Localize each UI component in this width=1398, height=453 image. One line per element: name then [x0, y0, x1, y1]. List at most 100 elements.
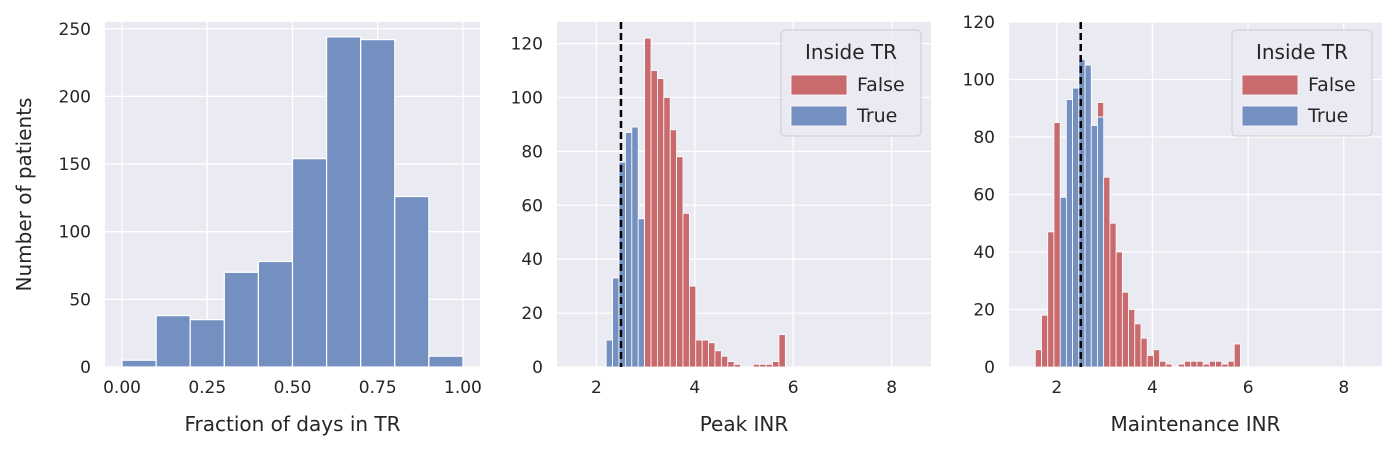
y-tick-label: 0: [984, 358, 995, 378]
bar-false: [1233, 343, 1241, 368]
bar: [223, 271, 260, 368]
bar-true: [612, 277, 620, 368]
bar-false: [1103, 176, 1111, 368]
bar-true: [1065, 99, 1074, 368]
bar: [155, 314, 191, 368]
x-tick-label: 0.50: [274, 378, 312, 398]
x-tick-label: 0.75: [359, 378, 397, 398]
bar-false: [676, 156, 684, 368]
bar-true: [1090, 125, 1098, 368]
bar-false: [772, 361, 780, 368]
bar-false: [1115, 251, 1123, 368]
bar-false: [727, 361, 735, 368]
y-tick-label: 40: [521, 250, 543, 270]
bar-false: [1215, 360, 1223, 368]
legend: Inside TR False True: [1231, 29, 1373, 137]
bar: [257, 260, 294, 368]
y-tick-label: 100: [59, 223, 91, 243]
bar-false: [1153, 349, 1161, 368]
bar-false: [1041, 314, 1049, 368]
y-tick-label: 150: [59, 155, 91, 175]
bar-true: [1059, 196, 1067, 368]
legend-label-true: True: [1307, 105, 1348, 127]
bar-false: [1053, 122, 1061, 368]
bar-false: [1165, 363, 1173, 368]
bar-false: [778, 334, 786, 368]
bar-true: [625, 132, 633, 368]
x-tick-label: 1.00: [444, 378, 482, 398]
y-tick-label: 100: [511, 88, 543, 108]
bar-false: [1227, 360, 1235, 368]
y-tick-label: 80: [973, 128, 995, 148]
bar-false: [1146, 355, 1154, 368]
x-tick-label: 8: [1338, 378, 1349, 398]
bar-false: [733, 363, 741, 368]
bar-true: [1084, 64, 1092, 368]
x-tick-label: 4: [689, 378, 700, 398]
bar-false: [682, 212, 690, 368]
bar-false: [663, 97, 671, 368]
y-axis-label: Number of patients: [12, 98, 36, 292]
bar-false: [656, 78, 665, 368]
x-axis-label: Fraction of days in TR: [184, 412, 400, 436]
x-axis-label: Maintenance INR: [1111, 412, 1281, 436]
bar-false: [1121, 291, 1129, 368]
y-tick-label: 20: [521, 304, 543, 324]
bar-false: [1202, 363, 1210, 368]
bar-false: [1159, 360, 1167, 368]
y-tick-label: 0: [80, 358, 91, 378]
x-axis-label: Peak INR: [700, 412, 789, 436]
bar: [394, 195, 430, 368]
x-tick-label: 2: [1051, 378, 1062, 398]
bar-false: [1190, 360, 1198, 368]
bar-false: [708, 342, 716, 368]
bar: [189, 319, 225, 368]
y-tick-label: 100: [963, 71, 995, 91]
bar-false: [1196, 360, 1204, 368]
bar: [360, 38, 396, 368]
legend-label-false: False: [857, 74, 905, 96]
bar: [325, 36, 362, 368]
y-tick-label: 0: [532, 358, 543, 378]
y-tick-label: 60: [521, 196, 543, 216]
legend-swatch-false: [1241, 74, 1299, 96]
bar-true: [1097, 116, 1105, 368]
bar-false: [1221, 363, 1229, 368]
bar-false: [1184, 360, 1192, 368]
bar-true: [605, 339, 614, 368]
y-tick-label: 250: [59, 20, 91, 40]
legend-title: Inside TR: [805, 40, 897, 64]
y-tick-label: 120: [511, 35, 543, 55]
bar-false: [752, 363, 761, 368]
bar: [291, 158, 328, 368]
bar-true: [1072, 87, 1080, 368]
bar-false: [765, 363, 773, 368]
bar-false: [714, 350, 722, 368]
bar-false: [650, 70, 658, 368]
legend: Inside TR False True: [780, 29, 922, 137]
bar-false: [1177, 363, 1185, 368]
y-tick-label: 200: [59, 87, 91, 107]
bar-false: [759, 363, 767, 368]
bar: [121, 359, 157, 368]
bar-false: [669, 129, 677, 368]
bar-false: [688, 285, 697, 368]
y-tick-label: 60: [973, 186, 995, 206]
legend-swatch-true: [1241, 105, 1299, 127]
y-tick-label: 80: [521, 142, 543, 162]
x-tick-label: 0.00: [103, 378, 141, 398]
y-tick-label: 50: [69, 290, 91, 310]
legend-swatch-false: [790, 74, 848, 96]
bar-false: [1047, 231, 1055, 368]
y-tick-label: 20: [973, 301, 995, 321]
legend-title: Inside TR: [1256, 40, 1348, 64]
bar-true: [637, 218, 645, 368]
y-tick-label: 120: [963, 13, 995, 33]
legend-label-true: True: [856, 105, 897, 127]
legend-label-false: False: [1308, 74, 1356, 96]
bar-false: [1208, 360, 1216, 368]
y-tick-label: 40: [973, 243, 995, 263]
bar-true: [631, 126, 639, 368]
